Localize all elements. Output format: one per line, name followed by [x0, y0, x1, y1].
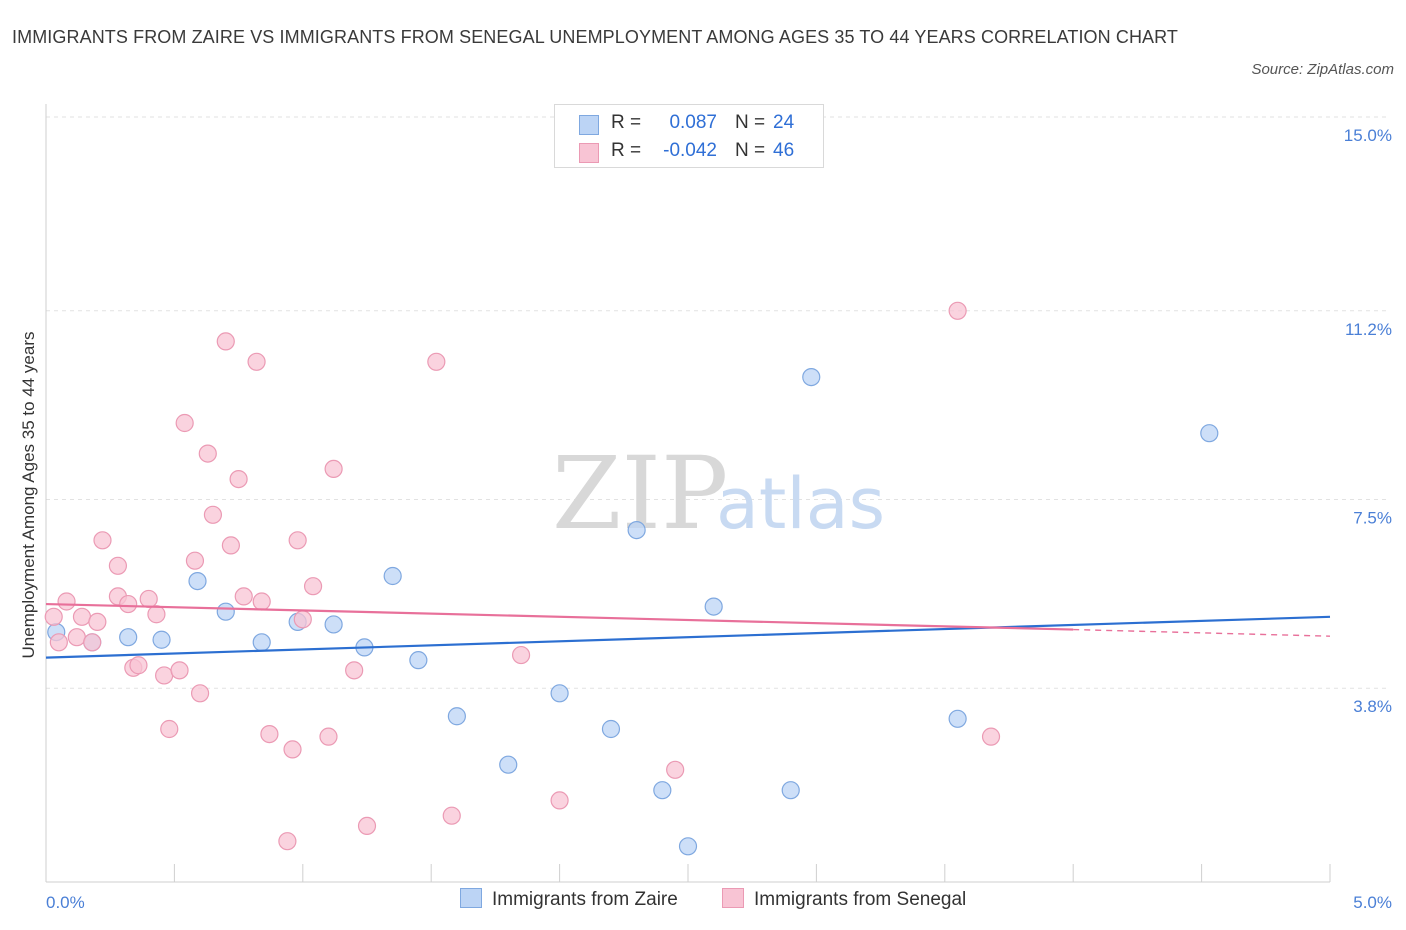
senegal-swatch: [579, 143, 599, 163]
y-tick-label: 3.8%: [1353, 697, 1392, 716]
senegal-point: [288, 531, 307, 550]
zaire-point: [781, 781, 800, 800]
zaire-point: [802, 368, 821, 387]
y-axis-title: Unemployment Among Ages 35 to 44 years: [19, 332, 38, 659]
zaire-point: [383, 566, 402, 586]
senegal-point: [252, 592, 271, 611]
zaire-point: [678, 837, 698, 856]
senegal-point: [216, 332, 235, 351]
zaire-point: [119, 628, 138, 647]
zaire-point: [188, 571, 207, 591]
senegal-point: [108, 556, 128, 575]
senegal-point: [234, 587, 253, 606]
senegal-point: [345, 661, 364, 680]
zaire-point: [409, 651, 428, 670]
zaire-swatch: [579, 115, 599, 135]
senegal-n-label: N =: [735, 140, 766, 161]
zaire-n-label: N =: [735, 112, 766, 133]
senegal-point: [550, 791, 569, 810]
senegal-n-value: 46: [773, 140, 795, 161]
chart-title: IMMIGRANTS FROM ZAIRE VS IMMIGRANTS FROM…: [12, 27, 1179, 47]
bottom-zaire-swatch: [460, 888, 482, 908]
senegal-point: [170, 661, 189, 680]
senegal-point: [44, 607, 63, 626]
senegal-point: [160, 719, 179, 739]
senegal-r-value: -0.042: [663, 140, 717, 161]
watermark-atlas: atlas: [716, 463, 885, 545]
senegal-point: [666, 760, 685, 779]
zaire-point: [216, 602, 235, 621]
senegal-point: [49, 633, 68, 652]
senegal-point: [147, 605, 166, 624]
senegal-point: [260, 724, 279, 744]
senegal-point: [88, 612, 107, 632]
zaire-n-value: 24: [773, 112, 795, 133]
zaire-point: [601, 719, 621, 739]
senegal-point: [198, 444, 217, 463]
zaire-point: [948, 709, 967, 728]
x-tick-label-min: 0.0%: [46, 893, 85, 912]
senegal-point: [175, 413, 194, 433]
senegal-point: [511, 645, 531, 665]
senegal-point: [278, 832, 297, 851]
senegal-point: [57, 592, 76, 611]
zaire-point: [447, 707, 466, 726]
senegal-point: [981, 727, 1001, 746]
y-tick-label: 11.2%: [1345, 320, 1392, 339]
bottom-zaire-label: Immigrants from Zaire: [492, 889, 678, 910]
zaire-point: [653, 781, 672, 800]
source-label: Source: ZipAtlas.com: [1251, 61, 1394, 78]
zaire-point: [627, 520, 646, 540]
senegal-point: [185, 551, 205, 570]
y-tick-label: 15.0%: [1344, 126, 1392, 145]
senegal-trend-extension: [1073, 628, 1331, 637]
senegal-trend-line: [45, 602, 1074, 631]
senegal-point: [948, 301, 967, 320]
scatter-points: [44, 301, 1219, 856]
bottom-legend-senegal: Immigrants from Senegal: [722, 888, 966, 911]
trend-lines: [45, 602, 1331, 659]
bottom-legend-zaire: Immigrants from Zaire: [460, 888, 678, 911]
zaire-point: [152, 630, 171, 649]
zaire-point: [499, 755, 518, 774]
zaire-r-value: 0.087: [669, 112, 717, 133]
senegal-point: [442, 806, 461, 825]
senegal-point: [229, 470, 248, 489]
senegal-point: [221, 536, 240, 555]
senegal-point: [357, 816, 377, 836]
senegal-point: [303, 577, 323, 596]
senegal-point: [190, 684, 210, 703]
zaire-point: [324, 615, 343, 634]
bottom-senegal-swatch: [722, 888, 744, 908]
senegal-point: [83, 633, 102, 652]
senegal-point: [139, 589, 158, 609]
zaire-point: [252, 633, 271, 652]
zaire-point: [1200, 424, 1219, 443]
zaire-trend-line: [45, 615, 1331, 659]
senegal-point: [293, 610, 312, 629]
zaire-point: [704, 597, 723, 616]
senegal-point: [72, 607, 92, 626]
y-tick-labels: 3.8% 7.5% 11.2% 15.0%: [1344, 126, 1392, 716]
senegal-point: [324, 459, 343, 478]
x-tick-label-max: 5.0%: [1353, 893, 1392, 912]
bottom-senegal-label: Immigrants from Senegal: [754, 889, 967, 910]
zaire-point: [550, 684, 569, 703]
senegal-point: [93, 531, 112, 550]
senegal-point: [319, 727, 338, 746]
senegal-point: [247, 352, 266, 371]
senegal-point: [119, 594, 138, 614]
senegal-point: [155, 666, 174, 685]
senegal-point: [129, 656, 148, 675]
senegal-point: [203, 505, 223, 524]
senegal-point: [67, 628, 86, 647]
zaire-r-label: R =: [611, 112, 642, 133]
stats-legend: R = 0.087 N = 24 R = -0.042 N = 46: [554, 104, 824, 168]
senegal-r-label: R =: [611, 140, 642, 161]
y-tick-label: 7.5%: [1353, 509, 1392, 528]
axes: [45, 104, 1331, 883]
senegal-point: [283, 740, 302, 759]
senegal-point: [427, 352, 446, 371]
